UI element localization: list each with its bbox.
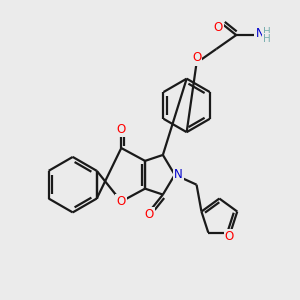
Text: O: O bbox=[192, 51, 201, 64]
Text: O: O bbox=[117, 123, 126, 136]
Text: O: O bbox=[144, 208, 154, 221]
Text: O: O bbox=[225, 230, 234, 243]
Text: O: O bbox=[214, 21, 223, 34]
Text: N: N bbox=[256, 27, 264, 40]
Text: H: H bbox=[263, 34, 271, 44]
Text: O: O bbox=[117, 195, 126, 208]
Text: N: N bbox=[174, 168, 183, 181]
Text: H: H bbox=[263, 27, 271, 37]
